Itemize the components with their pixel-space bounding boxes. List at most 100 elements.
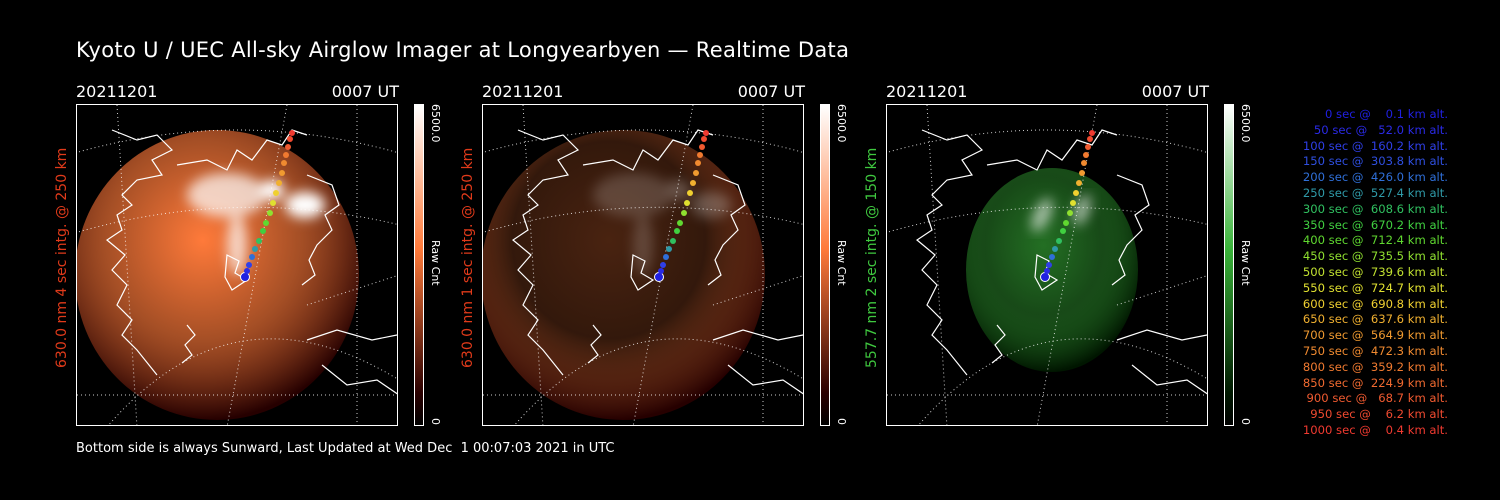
trajectory-point [1085,144,1091,150]
trajectory-point [666,246,672,252]
page-title: Kyoto U / UEC All-sky Airglow Imager at … [76,38,850,62]
trajectory-point [287,136,293,142]
satellite-trajectory [654,130,709,282]
trajectory-point [1079,170,1085,176]
legend-entry: 950 sec @ 6.2 km alt. [1310,407,1448,422]
aurora-emission [187,173,325,275]
panel-time: 0007 UT [737,82,805,101]
trajectory-point [681,210,687,216]
scale-unit-label: Raw Cnt [835,240,848,286]
trajectory-point [263,220,269,226]
trajectory-point [658,268,664,274]
allsky-image-canvas [483,105,803,425]
trajectory-point [1056,238,1062,244]
trajectory-point [674,228,680,234]
trajectory-point [289,130,295,136]
allsky-image [886,104,1208,426]
legend-entry: 650 sec @ 637.6 km alt. [1302,312,1448,327]
legend-entry: 400 sec @ 712.4 km alt. [1302,233,1448,248]
trajectory-point [256,238,262,244]
legend-entry: 700 sec @ 564.9 km alt. [1302,328,1448,343]
trajectory-point [660,262,666,268]
trajectory-point [677,220,683,226]
color-scale-bar [820,104,830,426]
trajectory-point [283,152,289,158]
coastline-map [105,129,397,395]
panel-wavelength-label: 630.0 nm 1 sec intg. @ 250 km [460,147,476,368]
trajectory-point [244,268,250,274]
legend-entry: 300 sec @ 608.6 km alt. [1302,201,1448,216]
allsky-image [482,104,804,426]
panel-date: 20211201 [76,82,158,101]
trajectory-legend: 0 sec @ 0.1 km alt. 50 sec @ 52.0 km alt… [1258,107,1448,439]
legend-entry: 1000 sec @ 0.4 km alt. [1302,422,1448,437]
allsky-image-canvas [887,105,1207,425]
trajectory-point [267,210,273,216]
legend-entry: 450 sec @ 735.5 km alt. [1302,249,1448,264]
trajectory-point [1046,262,1052,268]
legend-entry: 500 sec @ 739.6 km alt. [1302,264,1448,279]
trajectory-point [1049,254,1055,260]
trajectory-point [279,170,285,176]
coastline-map [511,129,803,395]
trajectory-point [273,190,279,196]
legend-entry: 150 sec @ 303.8 km alt. [1302,154,1448,169]
lat-lon-grid [887,105,1207,425]
trajectory-point [240,272,250,282]
panel-time: 0007 UT [331,82,399,101]
trajectory-point [1070,200,1076,206]
color-scale-bar [414,104,424,426]
scale-min-label: 0 [835,418,848,425]
scale-max-label: 6500.0 [835,104,848,143]
trajectory-point [1067,210,1073,216]
legend-entry: 750 sec @ 472.3 km alt. [1302,343,1448,358]
legend-entry: 850 sec @ 224.9 km alt. [1302,375,1448,390]
trajectory-point [1040,272,1050,282]
scale-unit-label: Raw Cnt [429,240,442,286]
sky-image-area [483,130,765,420]
panel-wavelength-label: 557.7 nm 2 sec intg. @ 150 km [864,147,880,368]
allsky-image-canvas [77,105,397,425]
lat-lon-grid [483,105,803,425]
trajectory-point [684,200,690,206]
legend-entry: 50 sec @ 52.0 km alt. [1310,122,1448,137]
trajectory-point [260,228,266,234]
scale-min-label: 0 [429,418,442,425]
trajectory-point [663,254,669,260]
trajectory-point [690,180,696,186]
coastline-map [915,129,1207,395]
scale-min-label: 0 [1239,418,1252,425]
trajectory-point [1089,130,1095,136]
legend-entry: 900 sec @ 68.7 km alt. [1306,391,1448,406]
legend-entry: 800 sec @ 359.2 km alt. [1302,359,1448,374]
trajectory-point [1044,268,1050,274]
footer-status: Bottom side is always Sunward, Last Upda… [76,441,615,456]
scale-max-label: 6500.0 [429,104,442,143]
satellite-trajectory [240,130,295,282]
trajectory-point [1063,220,1069,226]
panel-time: 0007 UT [1141,82,1209,101]
color-scale-bar [1224,104,1234,426]
trajectory-point [693,170,699,176]
trajectory-point [252,246,258,252]
panel-wavelength-label: 630.0 nm 4 sec intg. @ 250 km [54,147,70,368]
trajectory-point [670,238,676,244]
trajectory-point [276,180,282,186]
trajectory-point [246,262,252,268]
trajectory-point [699,144,705,150]
trajectory-point [270,200,276,206]
legend-entry: 250 sec @ 527.4 km alt. [1302,185,1448,200]
sky-image-area [77,130,359,420]
trajectory-point [701,136,707,142]
trajectory-point [1073,190,1079,196]
legend-entry: 0 sec @ 0.1 km alt. [1317,107,1448,121]
trajectory-point [285,144,291,150]
trajectory-point [697,152,703,158]
scale-unit-label: Raw Cnt [1239,240,1252,286]
trajectory-point [249,254,255,260]
trajectory-point [695,160,701,166]
lat-lon-grid [77,105,397,425]
aurora-emission [593,173,731,275]
legend-entry: 200 sec @ 426.0 km alt. [1302,170,1448,185]
panel-date: 20211201 [482,82,564,101]
